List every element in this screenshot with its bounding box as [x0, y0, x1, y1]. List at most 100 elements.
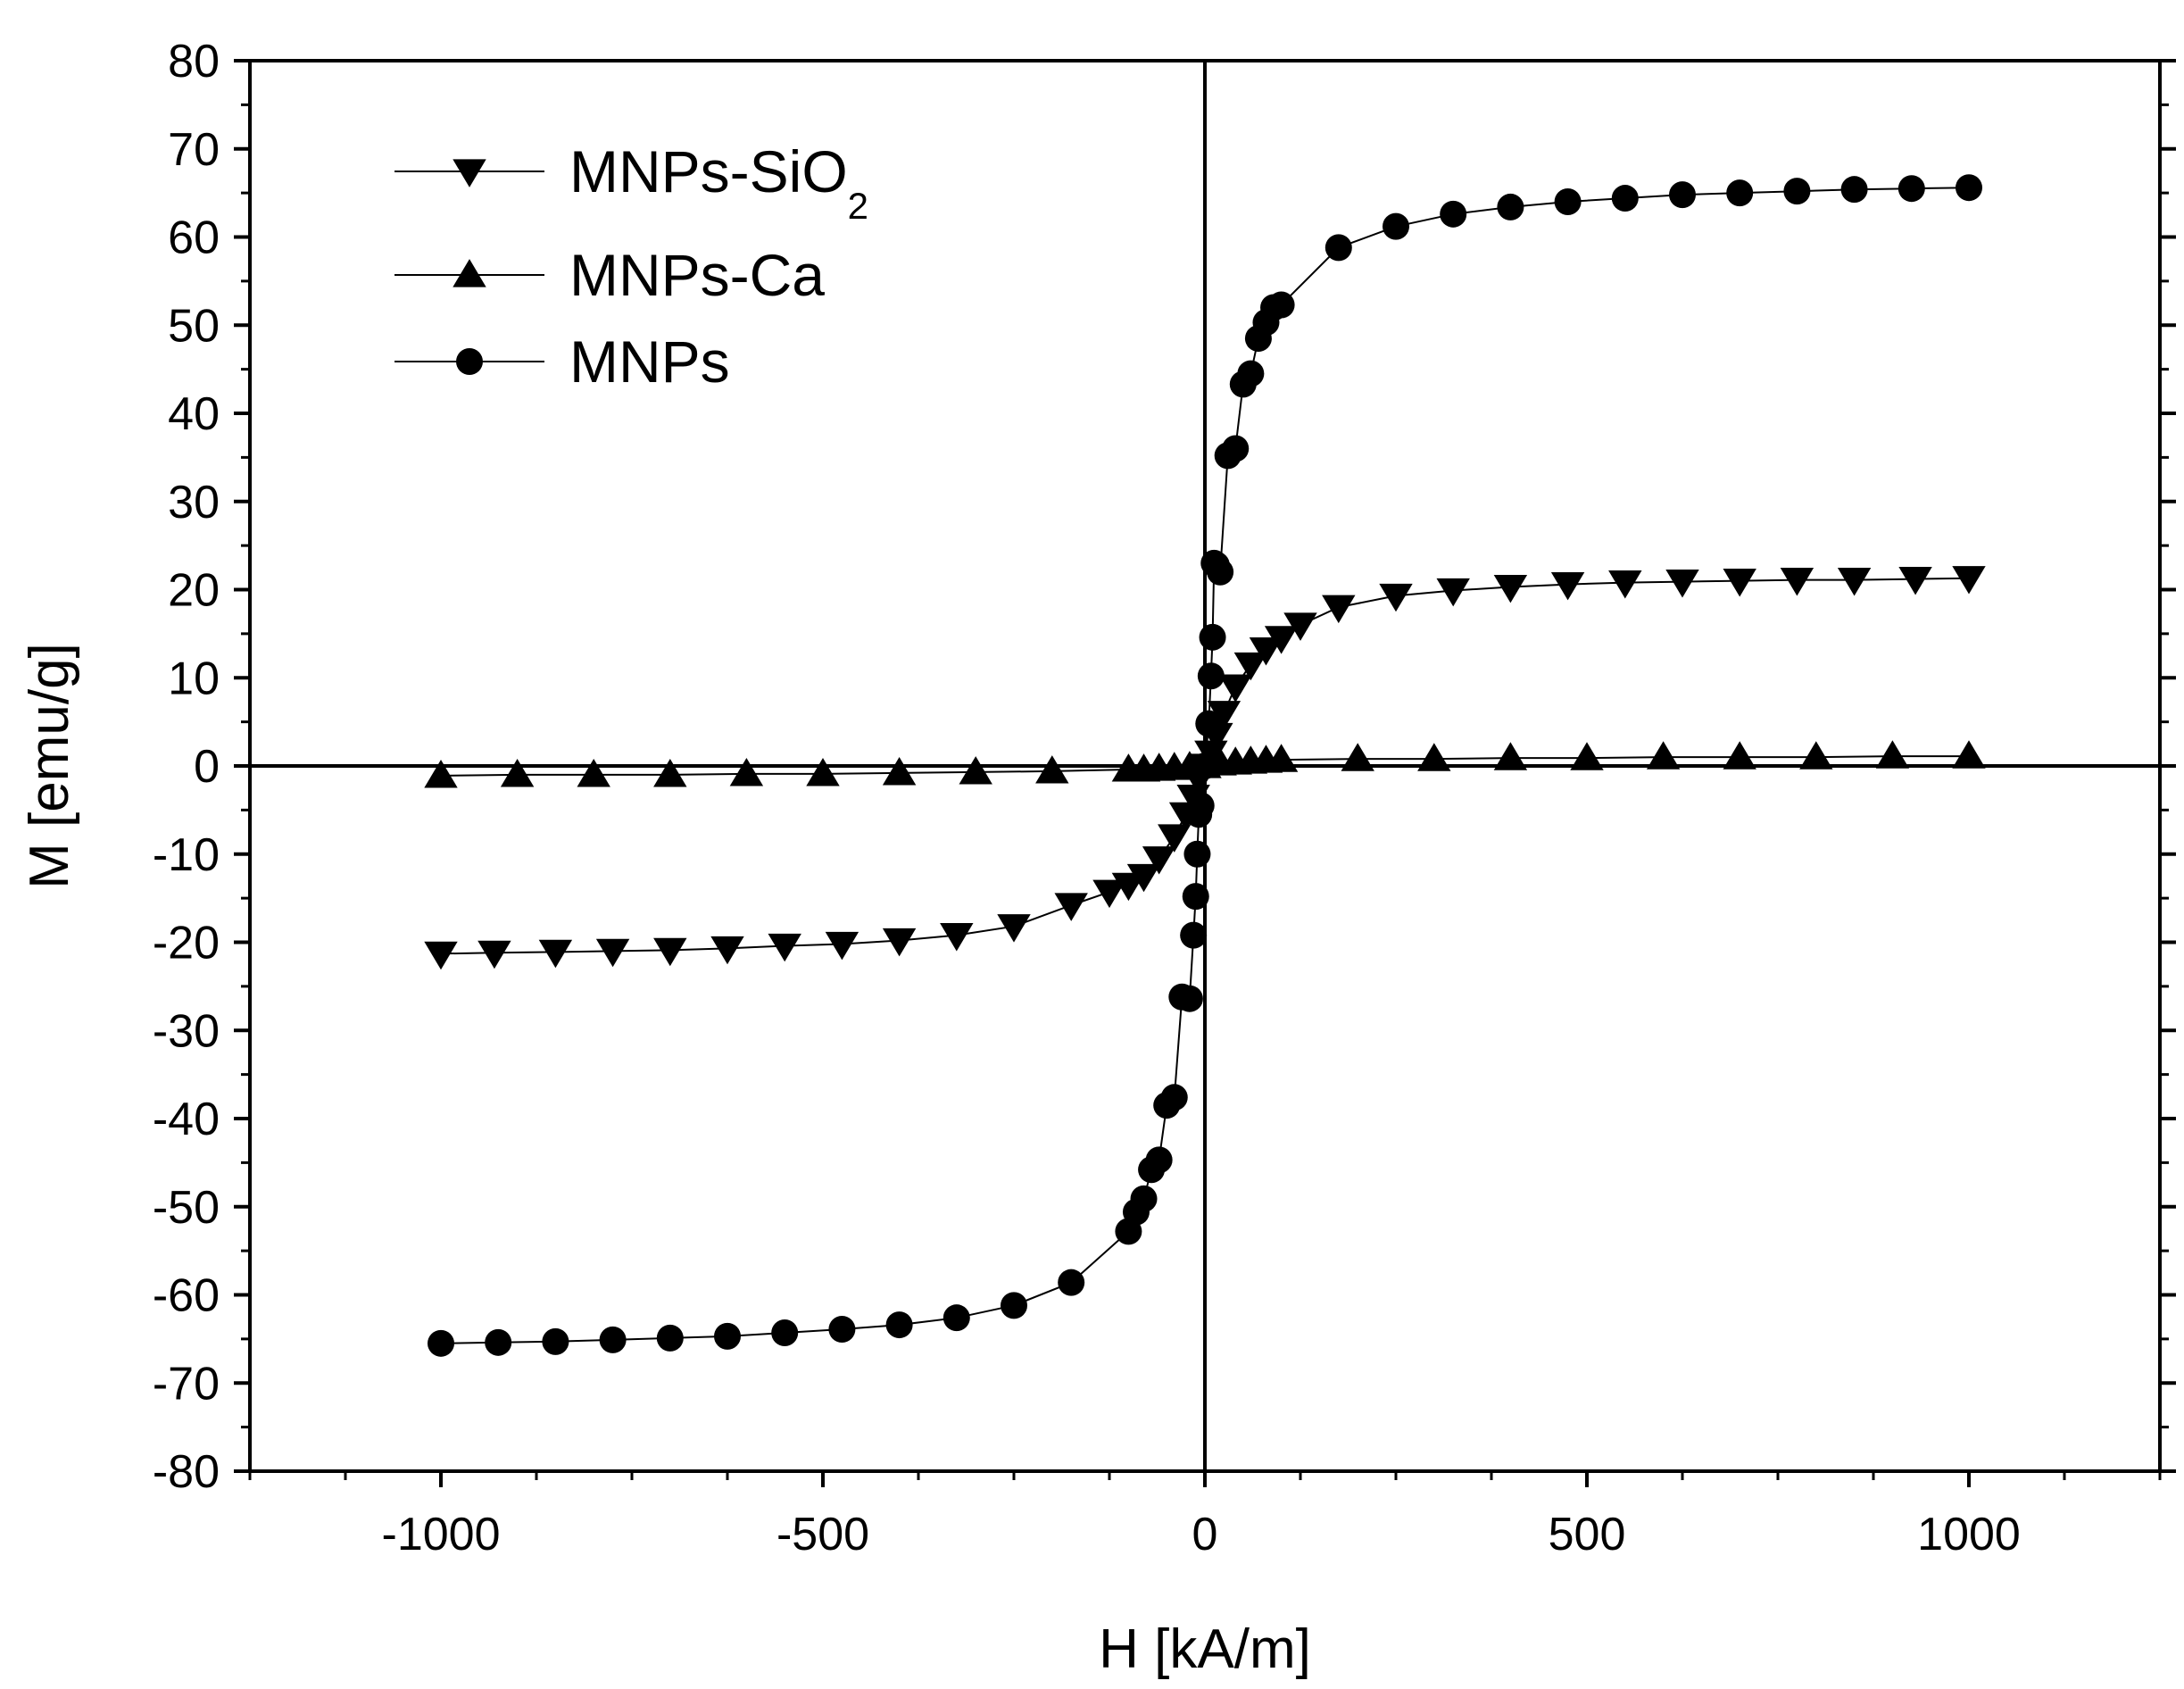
data-point — [1175, 985, 1203, 1012]
data-point — [542, 1327, 569, 1355]
data-point — [1264, 626, 1299, 654]
x-tick-label: 1000 — [1917, 1509, 2021, 1560]
data-point — [1249, 637, 1283, 666]
data-point — [1898, 175, 1925, 203]
data-point — [882, 928, 917, 957]
data-point — [1142, 846, 1176, 875]
data-point — [1952, 566, 1986, 595]
y-tick-label: 60 — [168, 212, 220, 264]
data-point — [577, 759, 610, 787]
data-point — [1160, 1084, 1188, 1111]
y-tick-label: -20 — [153, 918, 220, 969]
data-point — [595, 938, 630, 968]
data-point — [538, 939, 573, 969]
data-point — [1195, 710, 1223, 737]
y-tick-label: -60 — [153, 1270, 220, 1322]
axes: -80-70-60-50-40-30-20-100102030405060708… — [153, 36, 2176, 1560]
y-tick-label: 10 — [168, 653, 220, 704]
data-point — [1799, 741, 1833, 770]
data-point — [1158, 824, 1192, 853]
y-tick-label: 50 — [168, 300, 220, 352]
data-point — [885, 1311, 913, 1339]
legend-marker — [453, 159, 486, 187]
y-tick-label: 40 — [168, 388, 220, 440]
y-tick-label: 0 — [194, 741, 220, 793]
y-tick-label: 30 — [168, 477, 220, 528]
data-point — [1497, 193, 1524, 220]
legend-marker — [456, 348, 483, 375]
data-point — [1233, 652, 1268, 681]
x-tick-label: -500 — [776, 1509, 869, 1560]
y-tick-label: -40 — [153, 1094, 220, 1145]
data-point — [1222, 435, 1250, 462]
legend-marker — [453, 259, 486, 287]
y-tick-label: -10 — [153, 829, 220, 881]
data-point — [1180, 921, 1208, 949]
data-point — [1837, 568, 1872, 596]
data-point — [1207, 701, 1241, 729]
data-point — [599, 1326, 627, 1353]
data-point — [771, 1319, 799, 1346]
data-point — [768, 933, 801, 962]
data-point — [1440, 200, 1467, 228]
data-point — [1182, 883, 1209, 911]
y-tick-label: -30 — [153, 1005, 220, 1057]
data-point — [653, 759, 687, 787]
data-point — [500, 759, 535, 787]
data-point — [1669, 181, 1696, 209]
data-point — [1218, 674, 1252, 703]
data-point — [1058, 1269, 1085, 1296]
data-point — [1493, 574, 1528, 603]
data-point — [1207, 558, 1234, 586]
data-point — [1187, 792, 1215, 820]
data-point — [1417, 743, 1451, 771]
x-tick-label: 500 — [1549, 1509, 1626, 1560]
data-point — [1283, 612, 1317, 641]
y-tick-label: 80 — [168, 36, 220, 87]
data-point — [828, 1316, 856, 1344]
y-tick-label: -80 — [153, 1446, 220, 1498]
data-point — [424, 760, 458, 788]
data-point — [1493, 742, 1528, 770]
data-point — [477, 940, 511, 969]
data-point — [710, 936, 744, 965]
data-point — [1726, 179, 1754, 207]
data-point — [1197, 662, 1225, 690]
data-point — [997, 914, 1031, 943]
y-axis-title: M [emu/g] — [19, 643, 80, 889]
series-markers — [424, 174, 1986, 1357]
y-tick-label: 20 — [168, 565, 220, 617]
data-point — [1379, 583, 1413, 612]
data-point — [1570, 742, 1604, 770]
data-point — [959, 756, 992, 785]
data-point — [1001, 1292, 1027, 1319]
data-point — [1035, 755, 1069, 784]
legend-subscript: 2 — [848, 185, 868, 227]
data-point — [806, 758, 840, 786]
data-point — [825, 931, 859, 961]
data-point — [428, 1329, 454, 1357]
data-point — [1237, 360, 1265, 387]
data-point — [1723, 569, 1756, 597]
data-point — [1875, 740, 1910, 769]
data-point — [1054, 893, 1088, 921]
y-tick-label: -70 — [153, 1358, 220, 1410]
data-point — [1783, 178, 1811, 205]
data-point — [1322, 595, 1356, 624]
data-point — [1554, 188, 1582, 215]
x-tick-label: 0 — [1192, 1509, 1218, 1560]
data-point — [1145, 1146, 1173, 1174]
data-point — [485, 1328, 512, 1356]
data-point — [656, 1324, 684, 1352]
y-tick-label: 70 — [168, 124, 220, 176]
legend: MNPs-SiO2 MNPs-Ca MNPs — [394, 138, 868, 395]
data-point — [1383, 212, 1409, 240]
data-point — [1436, 578, 1470, 607]
data-point — [1611, 185, 1639, 212]
data-point — [943, 1304, 970, 1332]
data-point — [653, 937, 687, 967]
data-point — [1952, 740, 1986, 769]
data-point — [1840, 176, 1868, 204]
